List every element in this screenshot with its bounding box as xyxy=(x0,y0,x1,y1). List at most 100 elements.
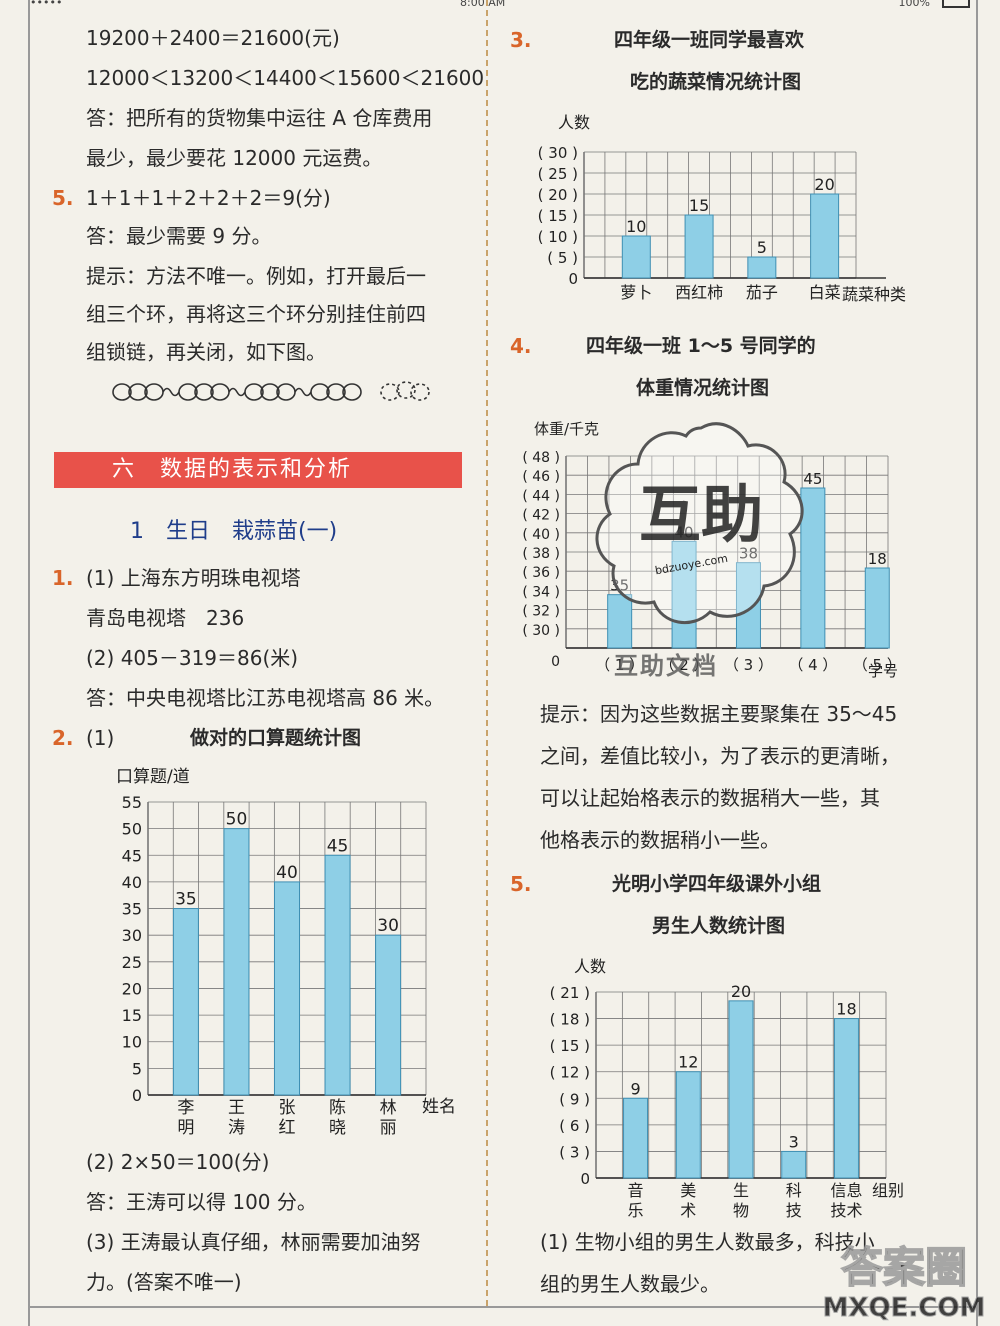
hint-line: 组锁链，再关闭，如下图。 xyxy=(86,340,326,364)
category-label: 美 xyxy=(680,1181,696,1200)
y-tick-label: 55 xyxy=(122,793,142,812)
bar-value-label: 18 xyxy=(836,1000,856,1019)
answer-line: 力。(答案不唯一) xyxy=(86,1270,242,1294)
hint-line: 组三个环，再将这三个环分别挂住前四 xyxy=(86,302,426,326)
weight-bar-chart: 0 ( 30 ) ( 32 ) ( 34 ) ( 36 ) ( 38 ) ( 40 ) ( 4… xyxy=(522,420,902,680)
y-tick-label: ( 10 ) xyxy=(538,228,578,246)
category-label: 物 xyxy=(733,1201,749,1220)
category-label: 王 xyxy=(228,1098,245,1118)
status-bar: ••••• 8:00 AM 100% xyxy=(0,0,1000,12)
hint-line: 可以让起始格表示的数据稍大一些，其 xyxy=(540,786,880,810)
bar-value-label: 5 xyxy=(757,238,767,257)
bar-value-label: 15 xyxy=(689,196,709,215)
hint-line: 他格表示的数据稍小一些。 xyxy=(540,828,780,852)
bar xyxy=(274,881,300,1096)
category-label: 萝卜 xyxy=(620,283,652,302)
category-label: 张 xyxy=(279,1098,296,1118)
bar xyxy=(621,235,651,279)
y-tick-label: ( 42 ) xyxy=(522,508,560,524)
chain-rings-illustration xyxy=(112,381,430,401)
category-label: （ 2 ） xyxy=(660,656,709,674)
bar-value-label: 20 xyxy=(814,175,834,194)
category-label: 林 xyxy=(380,1098,397,1118)
bar-value-label: 3 xyxy=(789,1132,799,1151)
watermark-stamp-icon: 互助 bdzuoye.com xyxy=(595,422,804,624)
y-tick-label: 15 xyxy=(122,1006,142,1025)
bar xyxy=(675,1071,701,1179)
category-label: 术 xyxy=(680,1201,696,1220)
y-tick-label: ( 6 ) xyxy=(559,1117,590,1135)
category-label: 涛 xyxy=(228,1118,245,1138)
calc-line: (2) 2×50＝100(分) xyxy=(86,1150,270,1174)
chart-title: 光明小学四年级课外小组 xyxy=(612,873,822,895)
y-tick-label: ( 18 ) xyxy=(550,1011,590,1029)
y-tick-label: 40 xyxy=(122,873,142,892)
bar xyxy=(375,934,402,1096)
answer-line: 答：把所有的货物集中运往 A 仓库费用 xyxy=(86,106,433,130)
y-tick-label: ( 44 ) xyxy=(522,488,560,504)
category-label: 陈 xyxy=(329,1098,346,1118)
category-label: 音 xyxy=(628,1181,644,1200)
y-tick-label: ( 30 ) xyxy=(522,623,560,639)
y-tick-label: 20 xyxy=(122,979,142,998)
bar-value-label: 12 xyxy=(678,1053,698,1072)
club-bar-chart: 0 ( 3 ) ( 6 ) ( 9 ) ( 12 ) ( 15 ) ( 18 ) ( 21 )… xyxy=(550,957,904,1220)
y-tick-label: ( 46 ) xyxy=(522,469,560,485)
y-tick-label: 0 xyxy=(132,1086,142,1105)
chart-title: 男生人数统计图 xyxy=(652,915,786,937)
category-label: 西红柿 xyxy=(675,283,723,302)
page-frame-left xyxy=(28,0,30,1326)
category-label: 生 xyxy=(733,1181,749,1200)
y-tick-label: 10 xyxy=(122,1033,142,1052)
y-tick-label: 35 xyxy=(122,900,142,919)
part-label: (1) xyxy=(86,726,115,750)
y-tick-label: ( 21 ) xyxy=(550,984,590,1002)
corner-watermark-logo: 答案圈 MXQE.COM xyxy=(822,1242,986,1323)
bar xyxy=(607,594,633,649)
category-label: （ 5 ） xyxy=(853,656,902,674)
y-tick-label: ( 30 ) xyxy=(538,144,578,162)
bar xyxy=(728,1000,754,1179)
bar xyxy=(781,1150,807,1179)
hint-line: 之间，差值比较小，为了表示的更清晰， xyxy=(540,744,900,768)
bar xyxy=(223,828,250,1096)
hint-line: 提示：方法不唯一。例如，打开最后一 xyxy=(86,264,426,288)
category-label: 科 xyxy=(786,1181,802,1200)
bar-value-label: 40 xyxy=(276,863,298,883)
y-tick-label: ( 5 ) xyxy=(547,249,578,267)
question-number: 4. xyxy=(510,334,532,358)
category-label: 茄子 xyxy=(746,283,778,302)
question-number: 2. xyxy=(52,726,74,750)
x-axis-title: 蔬菜种类 xyxy=(842,285,906,304)
y-axis-title: 口算题/道 xyxy=(116,767,190,787)
y-tick-label: 5 xyxy=(132,1059,142,1078)
y-tick-label: ( 15 ) xyxy=(538,207,578,225)
answer-line: 答：中央电视塔比江苏电视塔高 86 米。 xyxy=(86,686,445,710)
bar xyxy=(172,908,199,1096)
y-tick-label: ( 15 ) xyxy=(550,1037,590,1055)
page-frame-right xyxy=(976,0,978,1326)
bar xyxy=(324,854,351,1096)
bar xyxy=(833,1018,859,1179)
calc-line: (2) 405－319＝86(米) xyxy=(86,646,299,670)
y-axis-title: 人数 xyxy=(558,113,590,132)
question-number: 5. xyxy=(52,186,74,210)
corner-logo-text: 答案圈 xyxy=(841,1243,967,1292)
bar xyxy=(810,193,840,279)
chart-title: 四年级一班 1～5 号同学的 xyxy=(586,335,816,357)
y-tick-label: ( 34 ) xyxy=(522,584,560,600)
category-label: 乐 xyxy=(628,1201,644,1220)
chart-title: 四年级一班同学最喜欢 xyxy=(614,29,805,51)
y-tick-label: 0 xyxy=(580,1170,590,1188)
bar-value-label: 38 xyxy=(739,545,758,563)
bar-value-label: 35 xyxy=(175,890,197,910)
category-label: （ 3 ） xyxy=(724,656,773,674)
y-tick-label: ( 25 ) xyxy=(538,165,578,183)
x-axis-title: 姓名 xyxy=(422,1097,456,1117)
bar xyxy=(623,1097,649,1179)
x-axis-title: 学号 xyxy=(868,662,898,680)
lesson-subtitle: 1 生日 栽蒜苗(一) xyxy=(130,519,338,544)
bar-value-label: 20 xyxy=(731,982,751,1001)
category-label: 技 xyxy=(786,1201,802,1220)
y-tick-label: 25 xyxy=(122,953,142,972)
